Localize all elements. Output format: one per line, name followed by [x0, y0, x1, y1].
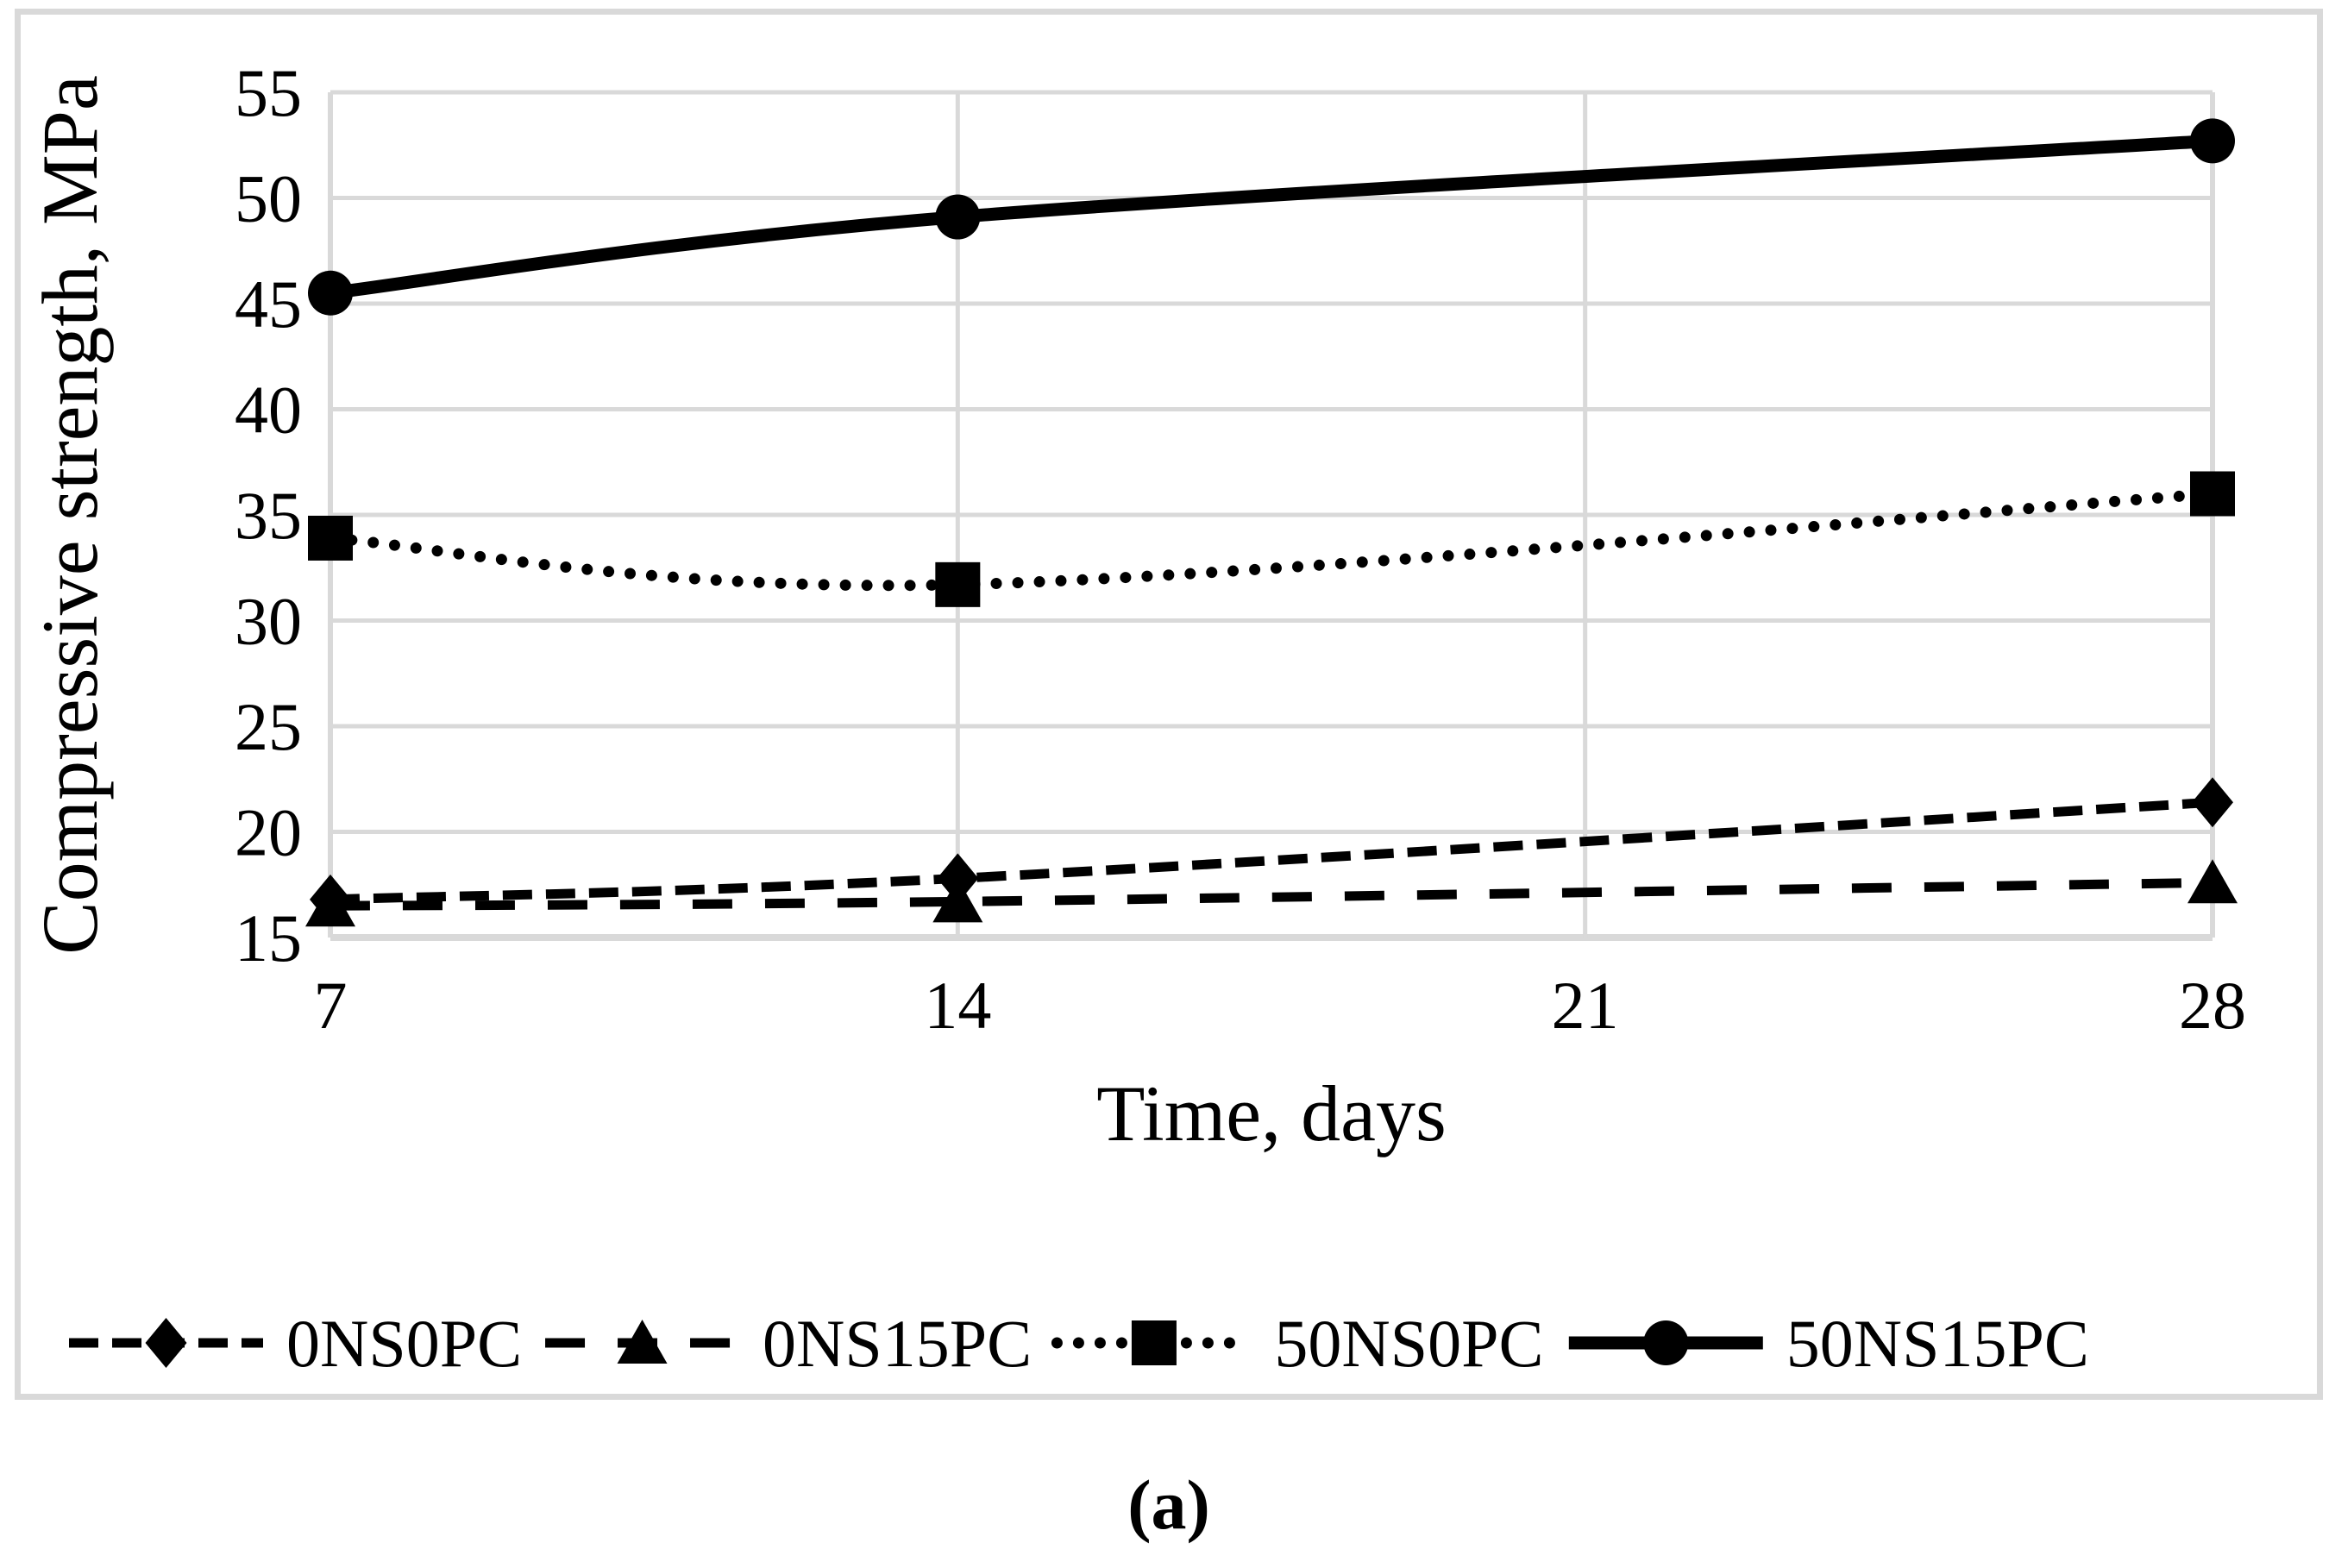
x-tick-label-7: 7 — [314, 968, 348, 1043]
x-tick-label-21: 21 — [1552, 968, 1619, 1043]
y-tick-label-30: 30 — [235, 584, 302, 659]
legend-label-50NS0PC: 50NS0PC — [1274, 1306, 1543, 1381]
series-0NS15PC-triangle-marker — [305, 882, 355, 927]
legend-0NS15PC-triangle-marker — [617, 1320, 668, 1364]
chart-panel-border — [15, 9, 2323, 1400]
series-line-50NS0PC — [324, 488, 2219, 592]
legend-50NS0PC-square-marker — [1131, 1320, 1177, 1365]
series-50NS15PC-circle-marker — [935, 194, 981, 240]
y-axis-title: Compressive strength, MPa — [26, 75, 114, 955]
y-tick-label-20: 20 — [235, 795, 302, 870]
legend-50NS15PC-circle-marker — [1643, 1320, 1689, 1365]
figure-caption: (a) — [1127, 1465, 1210, 1544]
series-0NS15PC-triangle-marker — [2187, 859, 2238, 904]
series-50NS0PC-square-marker — [308, 515, 353, 561]
y-tick-label-55: 55 — [235, 55, 302, 130]
y-tick-label-45: 45 — [235, 267, 302, 342]
series-line-0NS15PC — [330, 877, 2213, 911]
legend-label-50NS15PC: 50NS15PC — [1786, 1306, 2089, 1381]
y-tick-label-40: 40 — [235, 373, 302, 448]
x-axis-title: Time, days — [1096, 1069, 1447, 1157]
legend-label-0NS0PC: 0NS0PC — [286, 1306, 522, 1381]
x-tick-label-14: 14 — [924, 968, 991, 1043]
series-0NS15PC-triangle-marker — [932, 878, 983, 923]
legend-0NS0PC-diamond-marker — [145, 1318, 187, 1368]
legend-label-0NS15PC: 0NS15PC — [763, 1306, 1032, 1381]
x-tick-label-28: 28 — [2179, 968, 2246, 1043]
y-tick-label-35: 35 — [235, 478, 302, 553]
y-tick-label-15: 15 — [235, 900, 302, 975]
series-50NS0PC-square-marker — [2190, 471, 2235, 517]
series-0NS0PC-diamond-marker — [2192, 777, 2233, 828]
series-line-50NS15PC — [330, 134, 2213, 300]
y-tick-label-25: 25 — [235, 689, 302, 764]
y-tick-label-50: 50 — [235, 161, 302, 236]
series-50NS15PC-circle-marker — [308, 270, 353, 316]
series-50NS15PC-circle-marker — [2190, 118, 2235, 164]
series-50NS0PC-square-marker — [935, 561, 981, 607]
series-line-0NS0PC — [330, 797, 2213, 905]
